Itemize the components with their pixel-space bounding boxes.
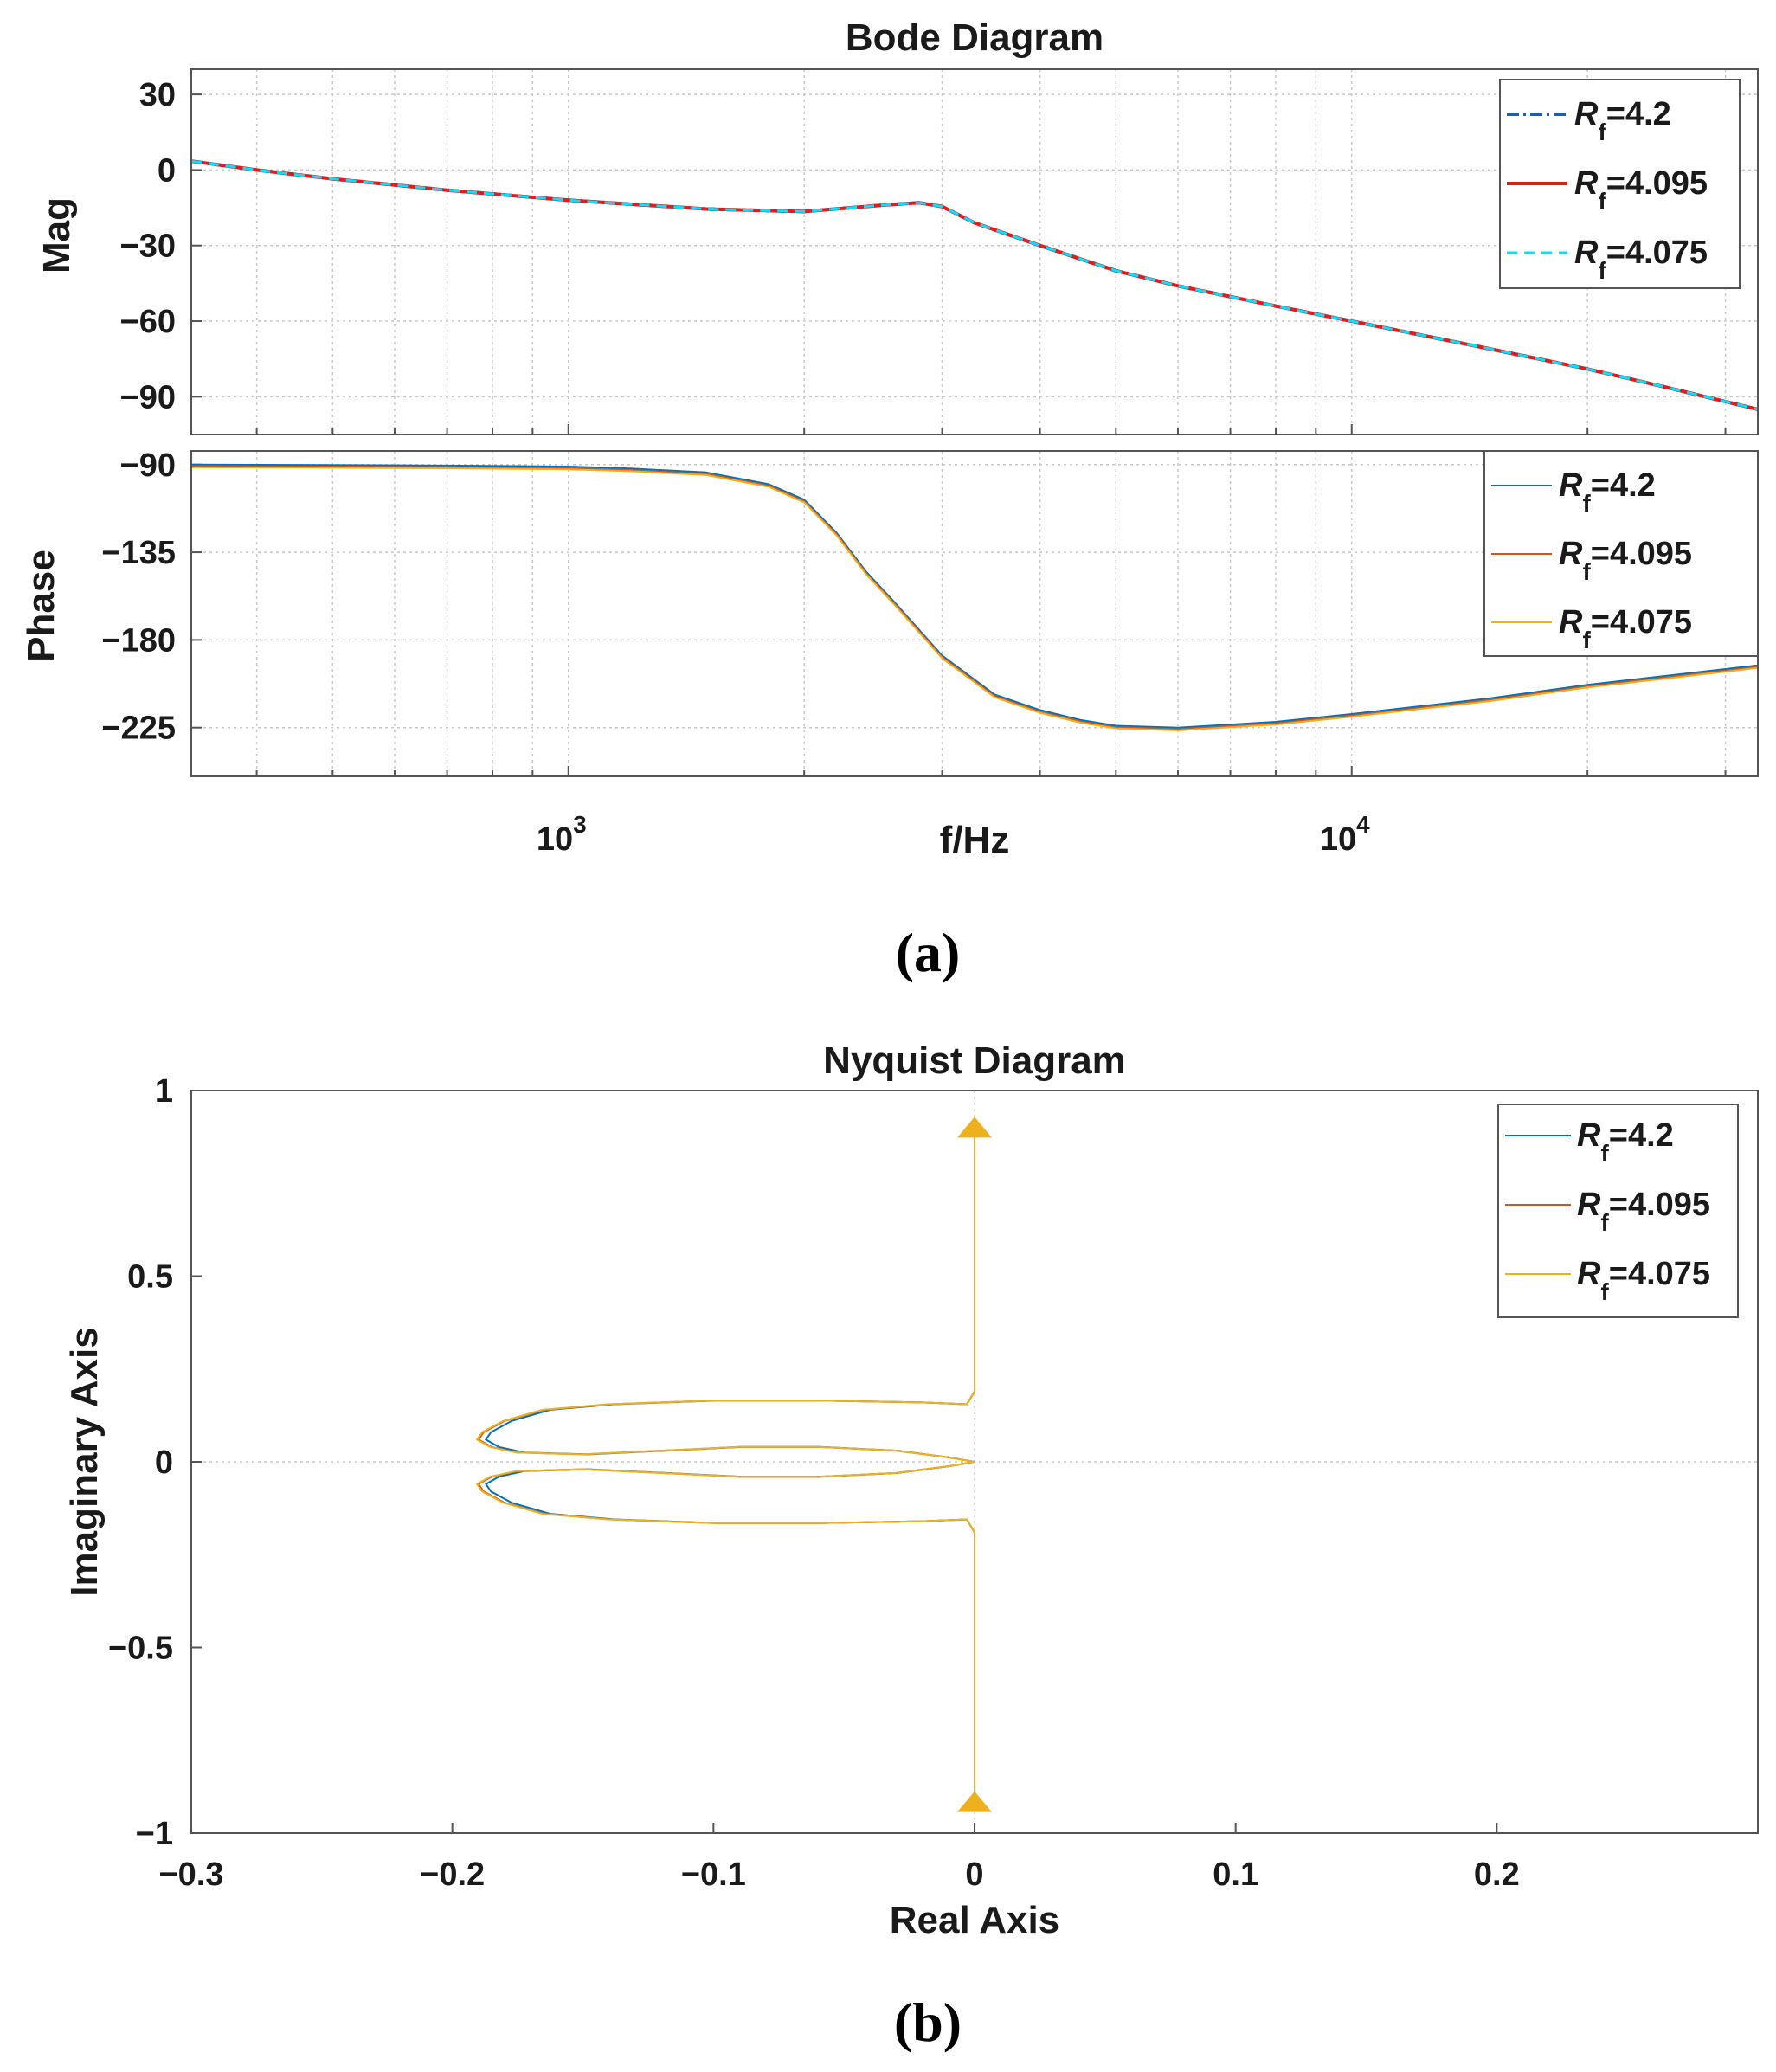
magnitude-legend-label: Rf=4.095 <box>1574 165 1708 215</box>
magnitude-legend-label: Rf=4.075 <box>1574 235 1708 284</box>
nyquist-xtick-label: 0.1 <box>1213 1856 1258 1893</box>
phase-legend: Rf=4.2 Rf=4.095 Rf=4.075 <box>1483 450 1759 657</box>
nyquist-ytick-label: 0 <box>155 1445 173 1481</box>
nyquist-ytick-label: 0.5 <box>127 1259 173 1296</box>
nyquist-xtick-label: −0.3 <box>158 1856 223 1893</box>
phase-legend-label: Rf=4.2 <box>1559 467 1656 517</box>
magnitude-ytick-label: −90 <box>120 379 176 415</box>
magnitude-legend: Rf=4.2 Rf=4.095 Rf=4.075 <box>1499 79 1741 289</box>
phase-legend-label: Rf=4.095 <box>1559 536 1692 585</box>
magnitude-ytick-label: −60 <box>120 304 176 340</box>
nyquist-legend-box <box>1497 1104 1739 1318</box>
nyquist-title: Nyquist Diagram <box>823 1039 1126 1082</box>
nyquist-legend-label: Rf=4.095 <box>1577 1187 1710 1236</box>
nyquist-xtick-label: 0 <box>965 1856 983 1893</box>
phase-ytick-label: −180 <box>101 622 176 659</box>
phase-ytick-label: −90 <box>120 447 176 484</box>
nyquist-xlabel: Real Axis <box>890 1899 1059 1941</box>
bode-title: Bode Diagram <box>846 16 1104 59</box>
phase-series-1 <box>190 463 1759 729</box>
magnitude-frame <box>190 68 1759 435</box>
magnitude-ytick-label: −30 <box>120 228 176 265</box>
magnitude-plot-area <box>191 69 1758 434</box>
phase-ytick-label: −225 <box>101 711 176 747</box>
magnitude-ytick-label: 30 <box>139 77 176 113</box>
nyquist-ytick-label: −1 <box>136 1816 173 1852</box>
caption-b: (b) <box>894 1992 962 2053</box>
magnitude-ytick-label: 0 <box>158 152 176 189</box>
magnitude-series-3 <box>190 159 1759 411</box>
phase-series-3 <box>190 466 1759 731</box>
nyquist-legend: Rf=4.2 Rf=4.095 Rf=4.075 <box>1497 1104 1739 1318</box>
phase-ytick-label: −135 <box>101 535 176 571</box>
caption-a: (a) <box>896 922 961 983</box>
bode-xlabel: f/Hz <box>940 819 1010 861</box>
magnitude-ylabel: Mag <box>35 197 78 273</box>
nyquist-legend-label: Rf=4.2 <box>1577 1117 1674 1167</box>
nyquist-xtick-label: −0.1 <box>681 1856 746 1893</box>
nyquist-panel: 1 0.5 0 −0.5 −1 −0.3 −0.2 −0.1 0 0.1 0.2 Imaginar… <box>63 1073 1759 1941</box>
nyquist-xtick-label: 0.2 <box>1474 1856 1520 1893</box>
magnitude-panel: 30 0 −30 −60 −90 Mag Rf=4.2 Rf=4.095 Rf=4.075 <box>35 68 1759 435</box>
nyquist-ylabel: Imaginary Axis <box>63 1327 106 1596</box>
nyquist-frame <box>190 1090 1759 1834</box>
phase-panel: −90−135−180−225 Phase Rf=4.2Rf=4.095Rf=4… <box>20 447 1759 777</box>
nyquist-arrow-down <box>957 1791 992 1812</box>
phase-legend-label: Rf=4.075 <box>1559 604 1692 653</box>
magnitude-legend-label: Rf=4.2 <box>1574 96 1671 145</box>
nyquist-legend-label: Rf=4.075 <box>1577 1256 1710 1305</box>
bode-xtick-label: 103 <box>537 811 587 858</box>
phase-ylabel: Phase <box>20 550 62 662</box>
nyquist-ytick-label: 1 <box>155 1073 173 1110</box>
bode-xtick-label: 104 <box>1320 811 1370 858</box>
nyquist-xtick-label: −0.2 <box>420 1856 485 1893</box>
nyquist-ytick-label: −0.5 <box>108 1631 173 1667</box>
nyquist-arrow-up <box>957 1116 992 1138</box>
nyquist-series-3 <box>475 1120 975 1804</box>
